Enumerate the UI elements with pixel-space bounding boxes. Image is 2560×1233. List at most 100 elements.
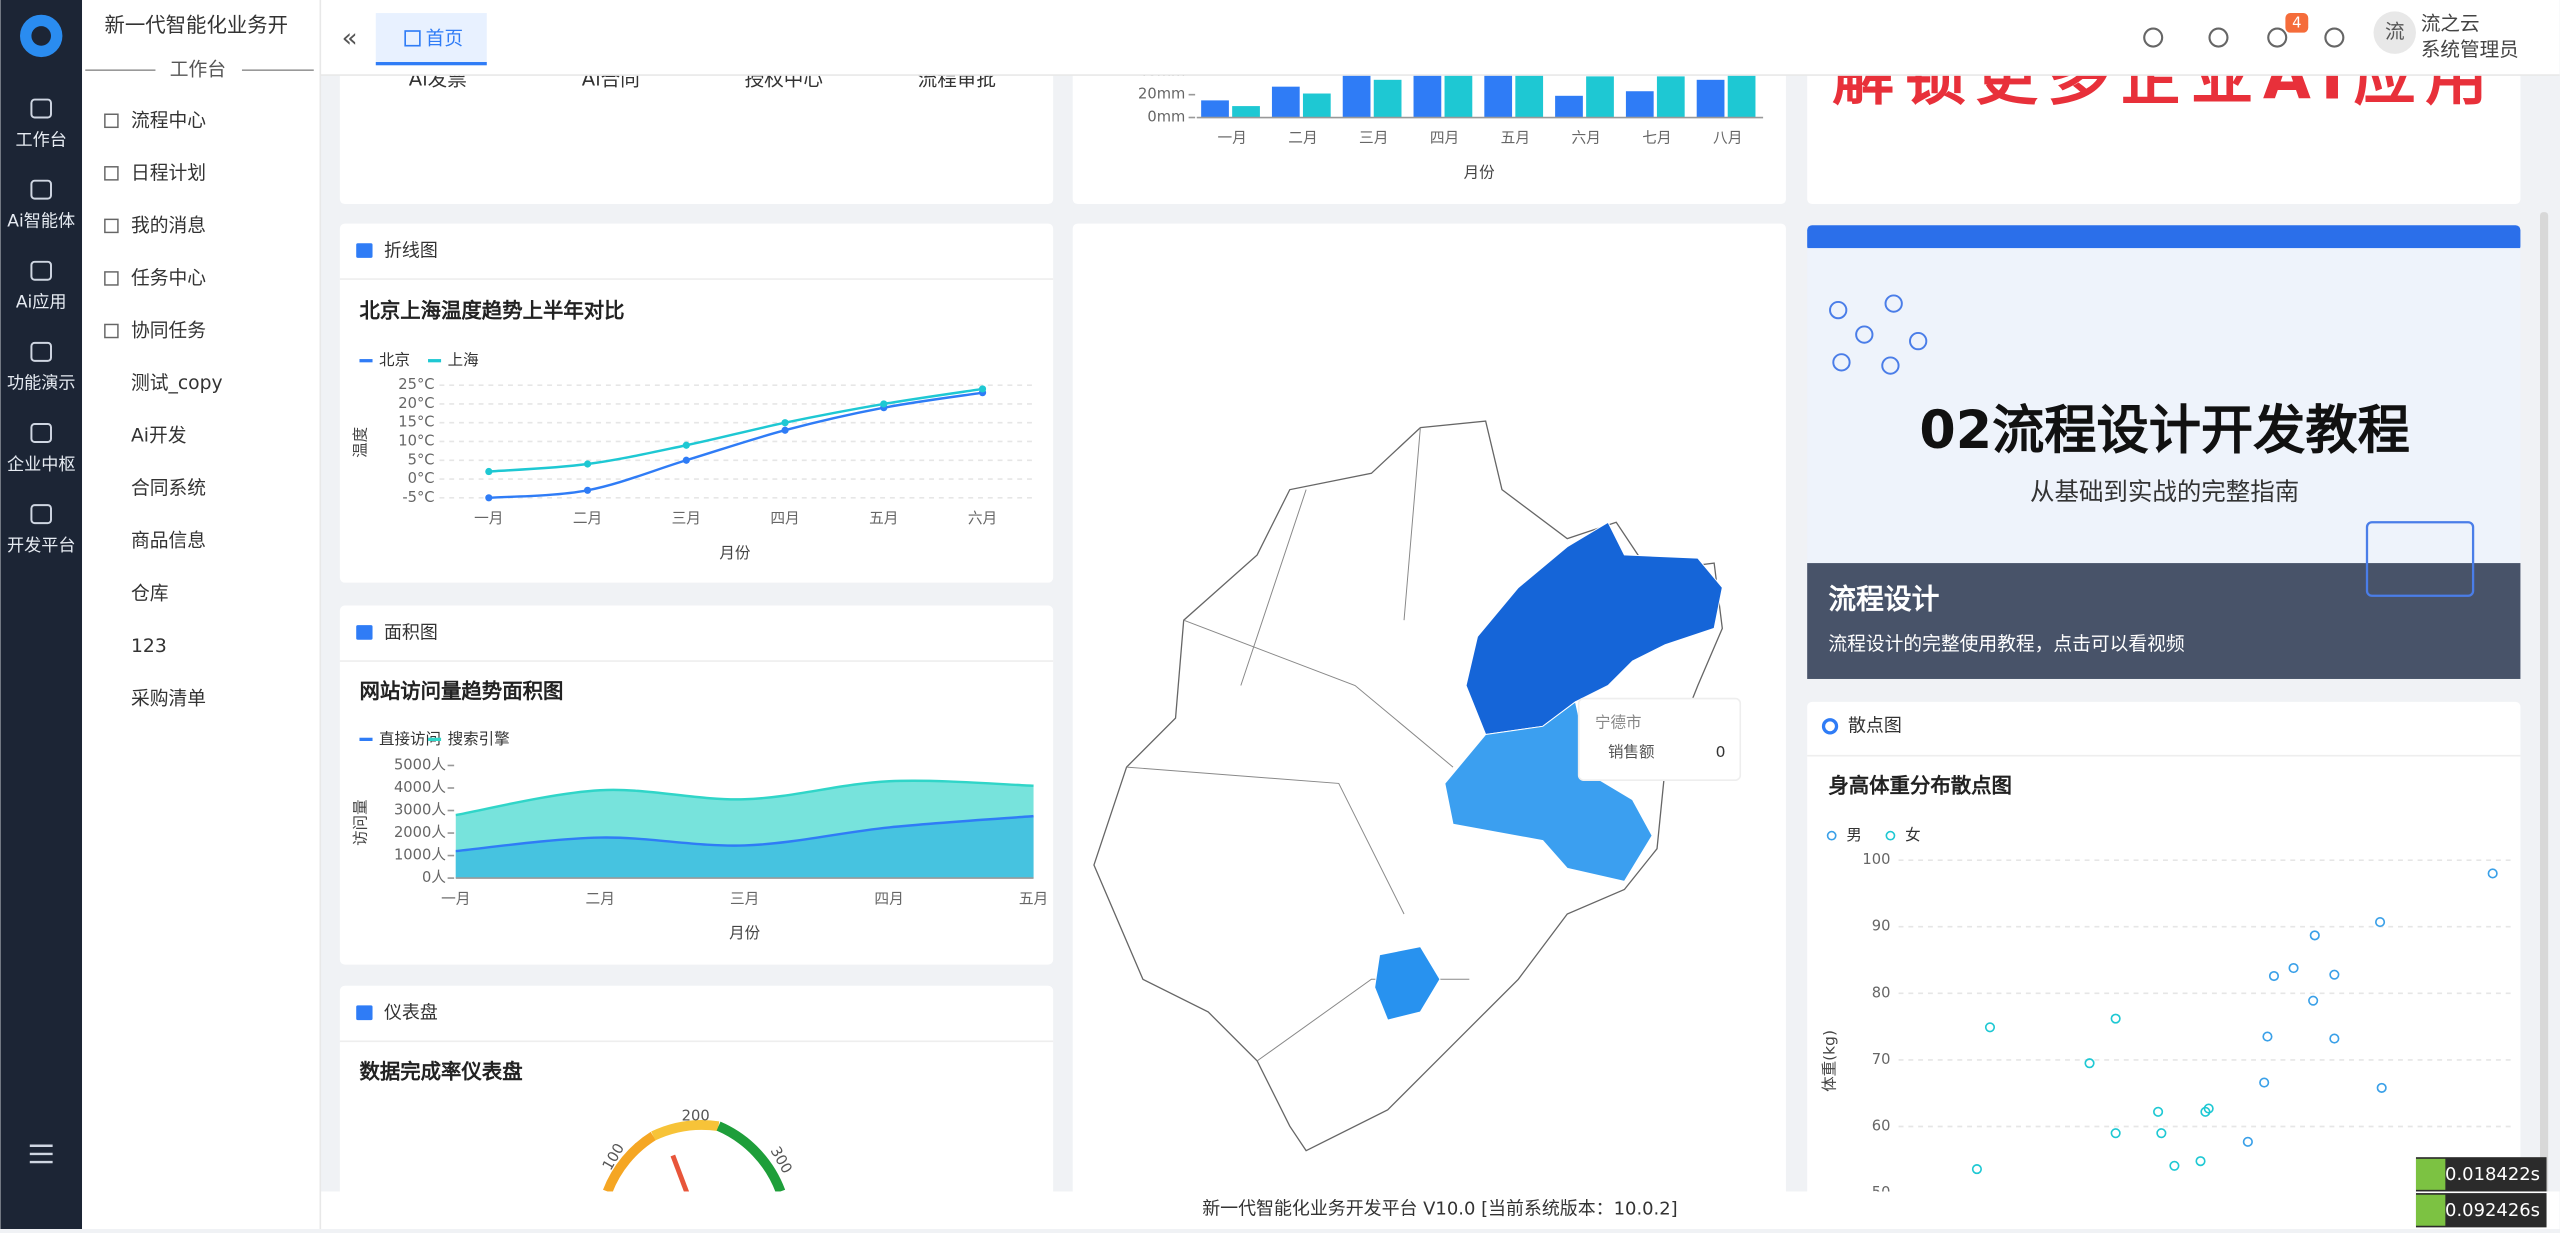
- header-icon[interactable]: [2324, 27, 2345, 48]
- user-role: 系统管理员: [2421, 38, 2519, 61]
- y-axis-label: 访问量: [352, 799, 370, 846]
- scatter-point: [2376, 1082, 2387, 1093]
- panel-header: 仪表盘: [384, 1003, 438, 1024]
- x-tick-label: 六月: [1571, 130, 1600, 147]
- menu-icon: [104, 271, 119, 286]
- sidebar-item: Ai智能体: [7, 211, 75, 231]
- x-tick-label: 一月: [441, 890, 470, 907]
- avatar[interactable]: [2373, 11, 2416, 54]
- decor-node: [1884, 294, 1903, 313]
- y-tick-label: 100: [1862, 851, 1890, 868]
- sidebar-item: 开发平台: [7, 536, 76, 556]
- shortcut-card: [339, 48, 1054, 205]
- x-tick-label: 七月: [1642, 130, 1671, 147]
- scatter-point: [2375, 917, 2386, 928]
- area-fill: [455, 816, 1034, 879]
- bar: [1302, 93, 1331, 118]
- x-tick-label: 二月: [586, 890, 615, 907]
- badge-text: 4: [2292, 15, 2301, 32]
- legend-swatch: [1826, 830, 1837, 841]
- menu-item-hit[interactable]: [85, 413, 317, 459]
- menu-item-hit[interactable]: [85, 623, 317, 669]
- tab[interactable]: [375, 13, 487, 66]
- y-tick-label: 15°C: [398, 414, 434, 431]
- y-tick-label: 10°C: [398, 432, 434, 449]
- line-point: [978, 385, 987, 393]
- line-series: [488, 391, 983, 500]
- header-icon[interactable]: [2267, 27, 2288, 48]
- timing-icon: [2415, 1158, 2446, 1190]
- menu-item: 日程计划: [131, 162, 206, 184]
- menu-icon: [104, 323, 119, 339]
- menu-item: 我的消息: [131, 214, 206, 236]
- avatar-text: 流: [2385, 20, 2405, 43]
- scatter-point: [2329, 1033, 2340, 1044]
- video-top-bar: [1807, 225, 2521, 252]
- y-tick-label: 2000人: [394, 824, 446, 841]
- legend-label: 北京: [379, 351, 410, 369]
- panel-icon: [356, 1005, 373, 1021]
- scatter-point: [1971, 1164, 1982, 1175]
- x-tick-label: 三月: [1359, 130, 1388, 147]
- y-tick-label: 60: [1872, 1118, 1891, 1135]
- y-axis-label: 体重(kg): [1821, 1030, 1839, 1092]
- sidebar-toggle: [29, 1144, 53, 1164]
- scatter-point: [2262, 1031, 2273, 1042]
- scatter-card: [1807, 701, 2521, 1233]
- x-tick-label: 一月: [474, 510, 503, 527]
- legend-label: 女: [1905, 825, 1921, 844]
- panel-header: 散点图: [1848, 715, 1902, 736]
- tooltip-value: 0: [1716, 743, 1726, 761]
- x-tick-label: 八月: [1713, 130, 1742, 147]
- menu-panel: [82, 0, 321, 1229]
- video-shade: [1807, 563, 2521, 679]
- gauge-tick-label: 200: [682, 1107, 710, 1124]
- sidebar-item: 工作台: [16, 130, 67, 150]
- bar: [1586, 76, 1614, 118]
- scatter-point: [2487, 868, 2498, 879]
- panel-header: 折线图: [384, 240, 438, 261]
- header: [320, 0, 2560, 76]
- video-hit[interactable]: [1807, 225, 2520, 679]
- header-icon[interactable]: [2208, 27, 2229, 48]
- legend-label: 上海: [448, 351, 479, 369]
- gauge-arc: [602, 1131, 656, 1194]
- decor-node: [1909, 331, 1928, 351]
- x-tick-label: 二月: [573, 510, 602, 527]
- gauge-arc: [716, 1121, 786, 1194]
- y-tick-label: 4000人: [394, 779, 446, 796]
- x-axis-label: 月份: [719, 544, 751, 562]
- menu-item: Ai开发: [131, 425, 187, 447]
- scatter-point: [2153, 1106, 2164, 1117]
- menu-item: 协同任务: [131, 319, 206, 341]
- header-icon[interactable]: [2143, 27, 2164, 48]
- panel-icon: [356, 243, 373, 258]
- x-tick-label: 六月: [968, 510, 997, 527]
- sidebar-icon: [30, 504, 52, 525]
- x-tick-label: 五月: [869, 510, 898, 527]
- y-tick-label: 5°C: [408, 451, 435, 468]
- timing-text: 0.018422s: [2445, 1164, 2540, 1185]
- menu-title: 新一代智能化业务开: [105, 13, 289, 37]
- y-tick-label: 1000人: [394, 847, 446, 864]
- menu-item: 123: [131, 636, 167, 657]
- scrollbar-thumb: [2540, 212, 2549, 1225]
- footer-text: 新一代智能化业务开发平台 V10.0 [当前系统版本：10.0.2]: [1202, 1198, 1677, 1219]
- line-point: [682, 456, 690, 464]
- x-tick-label: 三月: [730, 890, 759, 907]
- line-point: [485, 467, 493, 476]
- video-description: 流程设计的完整使用教程，点击可以看视频: [1828, 633, 2184, 655]
- line-point: [781, 419, 789, 427]
- legend-label: 男: [1846, 826, 1862, 844]
- collapse-icon[interactable]: «: [342, 24, 358, 54]
- decor-node: [1829, 300, 1848, 320]
- y-tick-label: 0°C: [408, 470, 435, 487]
- sidebar-item: 企业中枢: [7, 455, 76, 475]
- y-tick-label: 25°C: [398, 376, 434, 393]
- menu-item-hit[interactable]: [85, 571, 317, 617]
- sidebar-item: 功能演示: [7, 374, 76, 394]
- scatter-point: [2242, 1136, 2253, 1147]
- bar: [1271, 86, 1300, 118]
